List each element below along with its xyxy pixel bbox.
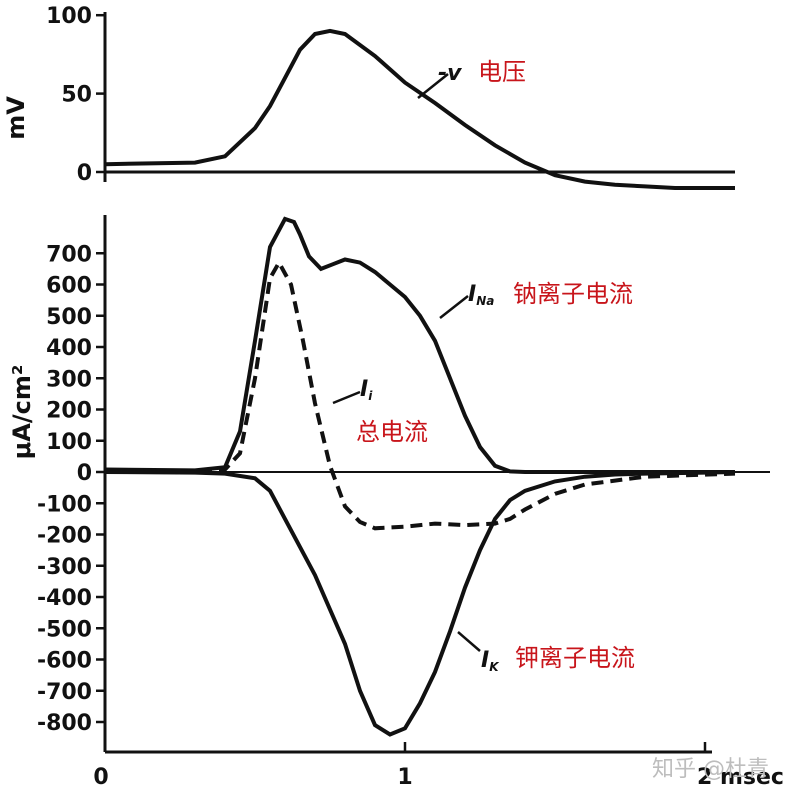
current-y-tick-label: -700 [37,680,92,705]
sodium-label-pointer [439,295,469,319]
current-panel: 700 600 500 400 300 200 100 0 -100 -200 -300 -400 -5… [8,215,784,790]
sodium-series-label: INa [468,282,494,308]
potassium-annotation-cn: 钾离子电流 [515,644,635,672]
potassium-series-label: IK [481,648,500,674]
total-current-line [104,258,736,531]
potassium-current-line [104,470,736,737]
current-y-tick-label: -400 [37,586,92,611]
current-y-tick-label: -600 [37,649,92,674]
time-x-ticks: 0 1 2 msec [93,742,784,790]
voltage-series-label: -v [438,61,462,86]
current-y-tick-label: -500 [37,617,92,642]
total-label-pointer [332,390,361,405]
current-y-tick-label: -300 [37,555,92,580]
voltage-y-axis-title: mV [2,96,30,140]
current-y-ticks: 700 600 500 400 300 200 100 0 -100 -200 -300 -400 -5… [37,242,105,736]
current-y-tick-label: -200 [37,524,92,549]
sodium-current-line [104,216,735,474]
voltage-label-pointer [417,73,449,99]
x-tick-label: 0 [93,765,108,790]
sodium-annotation-cn: 钠离子电流 [513,280,633,308]
voltage-series-line [104,28,735,190]
total-annotation-cn: 总电流 [356,418,428,446]
x-tick-label: 1 [397,765,412,790]
current-y-tick-label: 700 [46,242,92,267]
voltage-panel: 100 50 0 mV -v 电压 [2,4,735,190]
x-tick-label: 2 msec [697,765,784,790]
voltage-y-tick-label: 100 [46,4,92,29]
current-y-tick-label: 400 [46,336,92,361]
current-y-tick-label: 300 [46,367,92,392]
voltage-annotation-cn: 电压 [478,58,526,86]
current-y-axis-title: μA/cm² [8,365,36,460]
total-series-label: Ii [360,377,373,403]
current-y-tick-label: 600 [46,274,92,299]
potassium-label-pointer [457,631,481,652]
current-y-tick-label: 500 [46,305,92,330]
current-y-tick-label: -100 [37,492,92,517]
current-y-tick-label: 200 [46,399,92,424]
current-y-tick-label: 100 [46,430,92,455]
watermark: 知乎 @杜青 [652,757,769,782]
voltage-y-ticks: 100 50 0 [46,4,105,186]
voltage-y-tick-label: 0 [77,161,92,186]
voltage-y-tick-label: 50 [61,83,92,108]
current-y-tick-label: -800 [37,711,92,736]
current-y-tick-label: 0 [77,461,92,486]
